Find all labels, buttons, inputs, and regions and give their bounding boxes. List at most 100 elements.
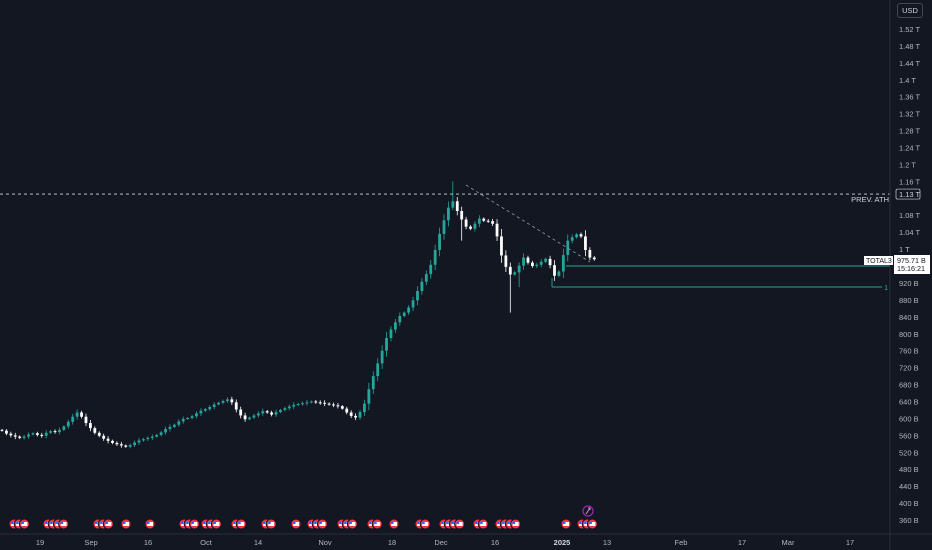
candle-body xyxy=(44,432,48,436)
candle-body xyxy=(252,415,256,418)
event-flag-icon[interactable] xyxy=(510,518,522,530)
price-axis[interactable]: 1.52 T 1.48 T 1.44 T 1.4 T 1.36 T 1.32 T 1.28 … xyxy=(899,25,921,525)
candle-body xyxy=(181,418,185,422)
x-tick-label: Dec xyxy=(434,538,448,547)
candle-body xyxy=(115,442,119,445)
event-flags[interactable] xyxy=(8,505,598,530)
candle-body xyxy=(208,406,212,410)
event-flag-icon[interactable] xyxy=(419,518,431,530)
y-tick-label: 680 B xyxy=(899,381,919,390)
candle-body xyxy=(22,436,26,438)
event-flag-icon[interactable] xyxy=(454,518,466,530)
y-tick-label: 1.52 T xyxy=(899,25,921,34)
candle-body xyxy=(283,408,287,410)
y-tick-label: 560 B xyxy=(899,431,919,440)
event-flag-icon[interactable] xyxy=(144,518,156,530)
x-tick-label: Nov xyxy=(318,538,332,547)
candle-body xyxy=(411,300,415,308)
x-tick-label: Feb xyxy=(675,538,688,547)
candle-body xyxy=(544,258,548,262)
candle-body xyxy=(186,417,190,419)
bar-countdown: 15:16:21 xyxy=(897,264,925,273)
candle-body xyxy=(442,220,446,234)
event-flag-icon[interactable] xyxy=(388,518,400,530)
event-flag-icon[interactable] xyxy=(346,518,358,530)
candle-body xyxy=(539,261,543,265)
event-flag-icon[interactable] xyxy=(188,518,200,530)
dividend-flag-icon[interactable] xyxy=(582,505,594,517)
candle-body xyxy=(420,281,424,292)
event-flag-icon[interactable] xyxy=(120,518,132,530)
event-flag-icon[interactable] xyxy=(18,518,30,530)
candle-body xyxy=(9,433,13,436)
event-flag-icon[interactable] xyxy=(477,518,489,530)
candle-body xyxy=(35,433,39,435)
y-tick-label: 1.4 T xyxy=(899,76,916,85)
candle-body xyxy=(464,219,468,227)
time-axis[interactable]: 19 Sep 16 Oct 14 Nov 18 Dec 16 2025 13 Feb 17 Mar 17 xyxy=(36,538,854,547)
candle-body xyxy=(128,445,132,447)
event-flag-icon[interactable] xyxy=(102,518,114,530)
candle-body xyxy=(592,257,596,260)
candle-body xyxy=(97,432,101,436)
candle-body xyxy=(570,237,574,241)
candle-body xyxy=(71,416,75,422)
x-tick-label: 13 xyxy=(603,538,611,547)
candle-body xyxy=(491,221,495,224)
candle-body xyxy=(58,429,61,432)
candle-body xyxy=(155,434,159,437)
candle-body xyxy=(575,234,578,238)
prev-ath-label: PREV. ATH xyxy=(851,195,889,204)
candle-body xyxy=(447,207,450,221)
candle-body xyxy=(402,312,406,316)
y-tick-label: 520 B xyxy=(899,448,919,457)
candle-body xyxy=(93,428,97,433)
event-flag-icon[interactable] xyxy=(235,518,247,530)
event-flag-icon[interactable] xyxy=(316,518,328,530)
candle-body xyxy=(429,264,433,275)
symbol-tag xyxy=(864,256,893,265)
candle-body xyxy=(416,291,419,301)
y-tick-label: 1.28 T xyxy=(899,127,921,136)
candle-body xyxy=(588,249,592,258)
candle-body xyxy=(336,405,340,407)
candle-body xyxy=(261,411,265,414)
y-tick-label: 1.16 T xyxy=(899,177,921,186)
candle-body xyxy=(212,404,216,407)
y-tick-label: 400 B xyxy=(899,499,919,508)
event-flag-icon[interactable] xyxy=(265,518,277,530)
candle-body xyxy=(146,437,150,440)
candle-body xyxy=(557,271,561,276)
event-flag-icon[interactable] xyxy=(290,518,302,530)
prev-ath-price-tag xyxy=(895,188,921,200)
x-tick-label: 2025 xyxy=(554,538,571,547)
trendline[interactable] xyxy=(465,184,591,263)
candle-body xyxy=(486,220,490,222)
candle-body xyxy=(190,416,194,418)
candle-body xyxy=(526,257,530,263)
currency-button[interactable]: USD xyxy=(897,3,923,18)
event-flag-icon[interactable] xyxy=(58,518,70,530)
x-tick-label: 14 xyxy=(254,538,262,547)
candle-body xyxy=(584,236,587,250)
candle-body xyxy=(318,402,322,404)
event-flag-icon[interactable] xyxy=(210,518,222,530)
candle-body xyxy=(376,363,380,377)
y-tick-label: 1 T xyxy=(899,245,910,254)
candle-body xyxy=(469,226,472,229)
candle-body xyxy=(310,401,313,403)
candle-body xyxy=(66,421,70,427)
candle-body xyxy=(548,258,552,266)
event-flag-icon[interactable] xyxy=(560,518,572,530)
x-tick-label: 16 xyxy=(144,538,152,547)
y-tick-label: 1.32 T xyxy=(899,110,921,119)
candle-body xyxy=(305,402,309,404)
candle-body xyxy=(27,434,30,437)
candle-body xyxy=(234,402,238,410)
event-flag-icon[interactable] xyxy=(371,518,383,530)
candle-body xyxy=(265,411,269,413)
event-flag-icon[interactable] xyxy=(586,518,598,530)
candle-body xyxy=(292,404,296,407)
candle-body xyxy=(385,337,388,351)
